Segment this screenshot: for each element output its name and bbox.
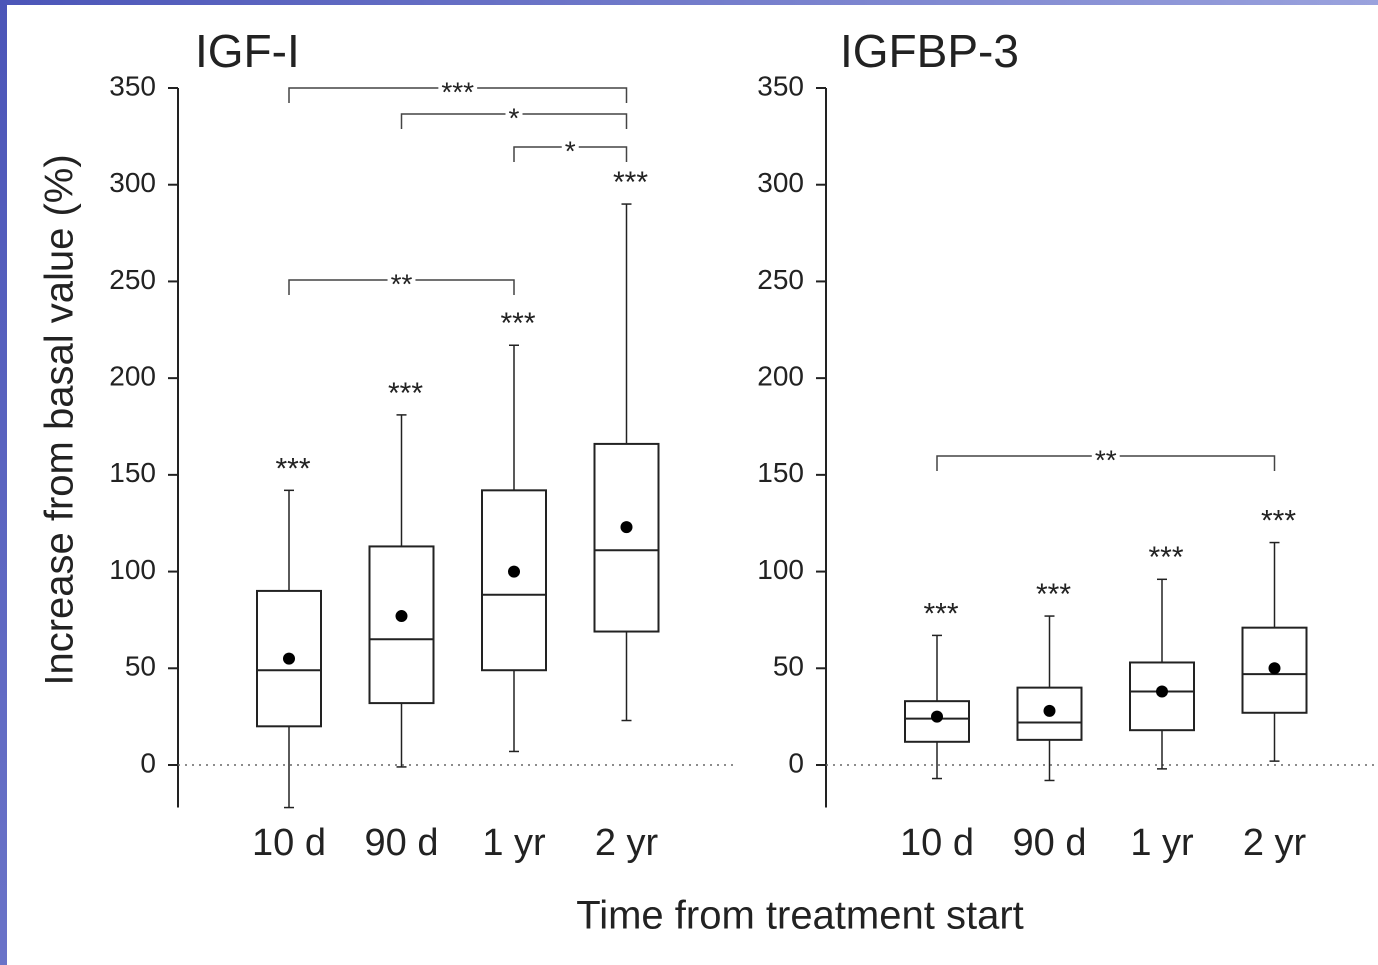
mean bbox=[395, 610, 408, 623]
y-tick-label: 200 bbox=[757, 361, 804, 392]
bracket-label-bg bbox=[387, 277, 416, 283]
mean bbox=[620, 521, 633, 534]
y-tick-label: 250 bbox=[757, 264, 804, 295]
x-tick-label: 2 yr bbox=[595, 822, 659, 864]
y-tick-label: 150 bbox=[757, 457, 804, 488]
mean bbox=[1156, 685, 1168, 698]
x-tick-label: 1 yr bbox=[482, 822, 546, 864]
bracket-label: * bbox=[509, 102, 520, 133]
box bbox=[368, 545, 435, 705]
bracket-label-bg bbox=[438, 85, 478, 91]
panel-title: IGF-I bbox=[195, 25, 300, 77]
bracket-label-bg bbox=[561, 144, 579, 150]
y-tick-label: 150 bbox=[109, 457, 156, 488]
x-tick-label: 10 d bbox=[252, 822, 326, 864]
y-tick-label: 350 bbox=[757, 70, 804, 101]
box bbox=[593, 442, 660, 633]
y-axis-label: Increase from basal value (%) bbox=[38, 154, 82, 685]
x-axis-label: Time from treatment start bbox=[576, 894, 1024, 938]
significance-label: *** bbox=[1261, 504, 1296, 537]
mean bbox=[1268, 662, 1281, 675]
y-tick-label: 0 bbox=[140, 747, 156, 778]
x-tick-label: 90 d bbox=[1013, 822, 1087, 864]
y-tick-label: 300 bbox=[757, 167, 804, 198]
y-tick-label: 50 bbox=[125, 651, 156, 682]
significance-label: *** bbox=[1036, 578, 1071, 611]
y-tick-label: 250 bbox=[109, 264, 156, 295]
y-tick-label: 100 bbox=[109, 554, 156, 585]
x-tick-label: 90 d bbox=[365, 822, 439, 864]
significance-label: *** bbox=[1148, 541, 1183, 574]
significance-label: *** bbox=[275, 452, 310, 485]
bracket-label-bg bbox=[505, 111, 523, 117]
y-tick-label: 350 bbox=[109, 70, 156, 101]
frame-border bbox=[0, 0, 1378, 5]
mean bbox=[931, 710, 943, 723]
y-tick-label: 0 bbox=[788, 747, 804, 778]
bracket-label-bg bbox=[1091, 453, 1120, 459]
bracket-label: * bbox=[565, 135, 576, 166]
box bbox=[481, 489, 547, 672]
significance-label: *** bbox=[613, 166, 648, 199]
x-tick-label: 2 yr bbox=[1243, 822, 1307, 864]
y-tick-label: 200 bbox=[109, 361, 156, 392]
significance-label: *** bbox=[500, 307, 535, 340]
bracket-label: ** bbox=[391, 268, 413, 299]
y-tick-label: 50 bbox=[773, 651, 804, 682]
y-tick-label: 300 bbox=[109, 167, 156, 198]
bracket-label: *** bbox=[441, 76, 474, 107]
frame-border bbox=[0, 0, 7, 965]
mean bbox=[508, 565, 520, 578]
x-tick-label: 1 yr bbox=[1130, 822, 1194, 864]
bracket-label: ** bbox=[1095, 444, 1117, 475]
mean bbox=[283, 652, 295, 665]
y-tick-label: 100 bbox=[757, 554, 804, 585]
panel-title: IGFBP-3 bbox=[840, 25, 1019, 77]
significance-label: *** bbox=[388, 377, 423, 410]
x-tick-label: 10 d bbox=[900, 822, 974, 864]
mean bbox=[1043, 704, 1056, 717]
significance-label: *** bbox=[923, 597, 958, 630]
